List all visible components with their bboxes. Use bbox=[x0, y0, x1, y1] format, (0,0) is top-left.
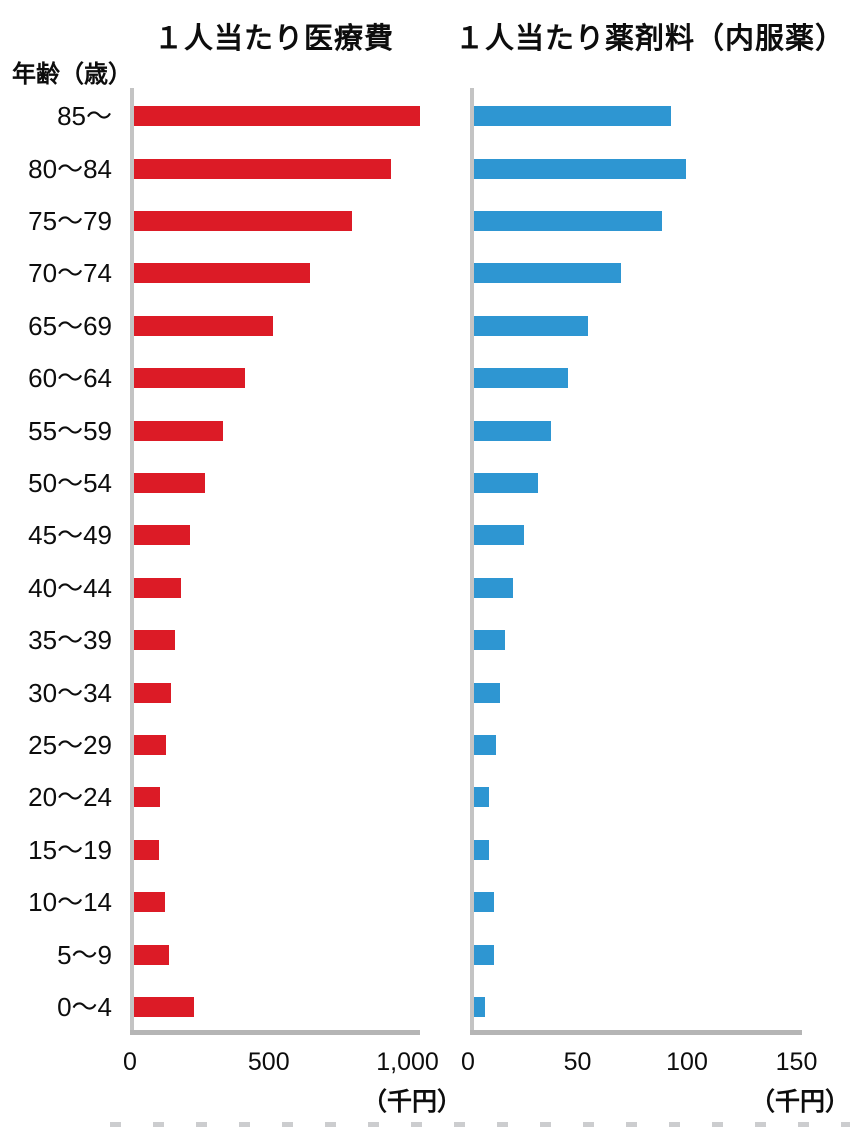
bar bbox=[474, 211, 662, 231]
bar bbox=[474, 525, 524, 546]
bar bbox=[134, 420, 223, 441]
bar bbox=[474, 420, 551, 441]
bar bbox=[474, 997, 485, 1017]
bar bbox=[134, 211, 352, 231]
category-label: 80〜84 bbox=[28, 153, 112, 184]
category-label: 55〜59 bbox=[28, 415, 112, 446]
bar bbox=[474, 787, 489, 808]
category-label: 40〜44 bbox=[28, 572, 112, 603]
left-chart-y-axis-line bbox=[130, 88, 134, 1035]
bar bbox=[474, 630, 505, 651]
bar bbox=[134, 315, 273, 336]
bar bbox=[134, 158, 391, 179]
bar bbox=[474, 106, 671, 127]
x-axis-tick-label: 50 bbox=[563, 1048, 592, 1076]
x-axis-tick-label: 1,000 bbox=[376, 1048, 439, 1076]
bar bbox=[134, 997, 194, 1017]
bar bbox=[134, 735, 166, 755]
category-label: 25〜29 bbox=[28, 730, 112, 760]
bar bbox=[134, 892, 165, 913]
bar bbox=[474, 368, 568, 389]
right-chart-x-axis-unit: （千円） bbox=[749, 1088, 850, 1116]
bar bbox=[474, 944, 494, 965]
bar bbox=[474, 315, 588, 336]
y-axis-unit-label: 年齢（歳） bbox=[12, 61, 132, 88]
bar bbox=[134, 944, 169, 965]
category-label: 50〜54 bbox=[28, 468, 112, 498]
bar bbox=[134, 577, 181, 598]
bar bbox=[134, 263, 310, 284]
left-chart-title: １人当たり医療費 bbox=[153, 23, 394, 55]
category-label: 70〜74 bbox=[28, 258, 112, 289]
x-axis-tick-label: 0 bbox=[123, 1048, 137, 1076]
category-label: 15〜19 bbox=[28, 834, 112, 865]
bar bbox=[474, 473, 538, 493]
bar bbox=[134, 630, 175, 651]
category-label: 10〜14 bbox=[28, 887, 112, 918]
category-label: 65〜69 bbox=[28, 310, 112, 341]
category-label: 75〜79 bbox=[28, 206, 112, 236]
category-label: 0〜4 bbox=[57, 992, 112, 1022]
category-label: 60〜64 bbox=[28, 363, 112, 394]
right-chart-title: １人当たり薬剤料（内服薬） bbox=[454, 23, 845, 55]
bar bbox=[474, 735, 496, 755]
bar bbox=[474, 839, 489, 860]
x-axis-tick-label: 100 bbox=[666, 1048, 708, 1076]
bar bbox=[474, 682, 500, 703]
right-chart-x-axis-line bbox=[470, 1030, 802, 1035]
bar bbox=[134, 368, 245, 389]
bar bbox=[134, 839, 159, 860]
bar bbox=[134, 473, 205, 493]
category-label: 5〜9 bbox=[57, 939, 112, 970]
bar bbox=[474, 577, 513, 598]
category-label: 45〜49 bbox=[28, 520, 112, 551]
left-chart-x-axis-unit: （千円） bbox=[361, 1088, 462, 1116]
bar bbox=[134, 106, 420, 127]
bar bbox=[474, 263, 621, 284]
bar bbox=[474, 892, 494, 913]
x-axis-tick-label: 150 bbox=[775, 1048, 818, 1076]
clipped-footnote-text-edge bbox=[110, 1122, 850, 1127]
left-chart-x-axis-line bbox=[130, 1030, 420, 1035]
bar bbox=[134, 787, 160, 808]
x-axis-tick-label: 500 bbox=[247, 1048, 290, 1076]
bar bbox=[134, 525, 190, 546]
category-label: 20〜24 bbox=[28, 782, 112, 813]
bar bbox=[134, 682, 171, 703]
right-chart-y-axis-line bbox=[470, 88, 474, 1035]
category-label: 35〜39 bbox=[28, 625, 112, 656]
category-label: 30〜34 bbox=[28, 677, 112, 708]
category-label: 85〜 bbox=[57, 101, 112, 132]
x-axis-tick-label: 0 bbox=[461, 1048, 475, 1076]
bar bbox=[474, 158, 686, 179]
